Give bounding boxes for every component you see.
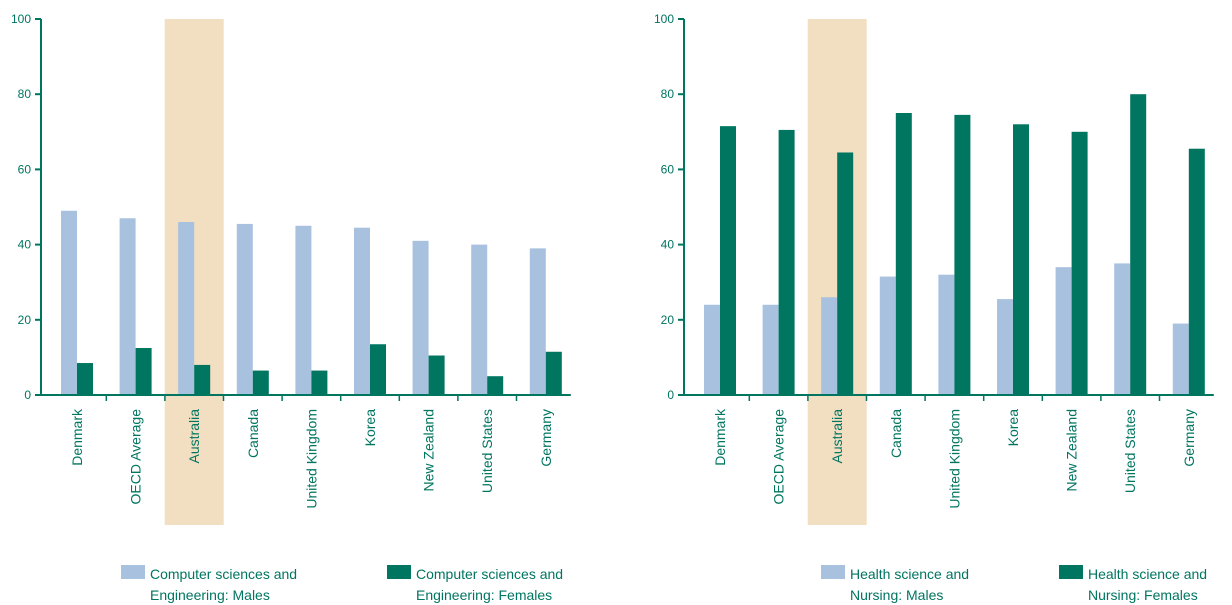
x-tick-label-united-kingdom: United Kingdom — [946, 409, 962, 509]
legend-label-females: Health science and — [1088, 566, 1207, 582]
x-tick-label-korea: Korea — [362, 409, 378, 447]
bar-males-canada — [879, 276, 896, 395]
legend-label-males: Nursing: Males — [850, 587, 943, 603]
bar-females-germany — [545, 351, 562, 395]
bar-males-denmark — [61, 210, 77, 395]
bar-males-united-states — [471, 244, 488, 395]
bar-males-korea — [997, 299, 1013, 395]
x-tick-label-korea: Korea — [1005, 409, 1021, 447]
x-tick-label-denmark: Denmark — [712, 408, 728, 466]
bar-females-germany — [1188, 148, 1205, 395]
bar-males-australia — [178, 222, 195, 395]
bar-males-oecd-average — [762, 304, 779, 395]
bar-males-germany — [529, 248, 546, 395]
bar-males-united-states — [1114, 263, 1131, 395]
y-tick-label: 60 — [661, 162, 675, 176]
x-tick-label-new-zealand: New Zealand — [1064, 409, 1080, 492]
bar-females-australia — [837, 152, 854, 395]
bar-females-united-kingdom — [311, 370, 328, 395]
y-tick-label: 100 — [11, 12, 31, 26]
x-tick-label-canada: Canada — [245, 409, 261, 458]
y-tick-label: 20 — [661, 313, 675, 327]
legend-label-females: Computer sciences and — [416, 566, 563, 582]
legend-label-males: Health science and — [850, 566, 969, 582]
bar-males-new-zealand — [1055, 267, 1072, 395]
bar-females-oecd-average — [778, 129, 795, 396]
x-tick-label-oecd-average: OECD Average — [771, 409, 787, 505]
x-tick-label-germany: Germany — [1181, 409, 1197, 467]
bar-males-denmark — [704, 304, 720, 395]
legend-swatch-females — [387, 565, 411, 579]
bar-males-new-zealand — [412, 240, 429, 395]
y-tick-label: 0 — [667, 388, 674, 402]
bar-females-denmark — [77, 363, 93, 395]
y-tick-label: 80 — [661, 87, 675, 101]
y-tick-label: 40 — [18, 238, 32, 252]
bar-females-new-zealand — [1071, 131, 1088, 396]
bar-females-oecd-average — [135, 348, 152, 395]
x-tick-label-germany: Germany — [538, 409, 554, 467]
y-tick-label: 20 — [18, 313, 32, 327]
y-tick-label: 100 — [654, 12, 674, 26]
legend-label-males: Engineering: Males — [150, 587, 270, 603]
legend-label-females: Engineering: Females — [416, 587, 552, 603]
bar-males-australia — [821, 297, 838, 395]
bar-males-oecd-average — [119, 218, 136, 395]
bar-females-canada — [252, 370, 269, 395]
bar-females-denmark — [720, 126, 736, 395]
bar-females-new-zealand — [428, 355, 445, 395]
bar-males-germany — [1172, 323, 1189, 395]
bar-males-korea — [354, 227, 370, 395]
bar-males-united-kingdom — [295, 225, 312, 395]
chart-health-science-nursing: 0 20 40 60 80 100 Denmark OECD Average Australia… — [654, 12, 1214, 603]
bar-females-united-states — [487, 376, 504, 395]
y-tick-label: 0 — [24, 388, 31, 402]
chart-computer-sciences-engineering: 0 20 40 60 80 100 Denmark OECD Average Australia… — [11, 12, 571, 603]
bar-females-korea — [1013, 124, 1029, 395]
bar-females-canada — [895, 113, 912, 395]
x-tick-label-canada: Canada — [888, 409, 904, 458]
bar-males-united-kingdom — [938, 274, 955, 395]
legend-label-females: Nursing: Females — [1088, 587, 1198, 603]
x-tick-label-denmark: Denmark — [69, 408, 85, 466]
y-tick-label: 60 — [18, 162, 32, 176]
x-tick-label-new-zealand: New Zealand — [421, 409, 437, 492]
x-tick-label-united-kingdom: United Kingdom — [303, 409, 319, 509]
x-tick-label-australia: Australia — [186, 409, 202, 464]
bar-females-united-states — [1130, 94, 1147, 395]
bar-males-canada — [236, 223, 253, 395]
x-tick-label-united-states: United States — [479, 409, 495, 493]
x-tick-label-united-states: United States — [1122, 409, 1138, 493]
legend-swatch-females — [1059, 565, 1083, 579]
legend-swatch-males — [821, 565, 845, 579]
legend-label-males: Computer sciences and — [150, 566, 297, 582]
bar-females-australia — [194, 364, 211, 395]
y-tick-label: 80 — [18, 87, 32, 101]
x-tick-label-australia: Australia — [829, 409, 845, 464]
bar-females-korea — [370, 344, 386, 395]
y-tick-label: 40 — [661, 238, 675, 252]
legend-swatch-males — [121, 565, 145, 579]
x-tick-label-oecd-average: OECD Average — [128, 409, 144, 505]
bar-females-united-kingdom — [954, 114, 971, 395]
